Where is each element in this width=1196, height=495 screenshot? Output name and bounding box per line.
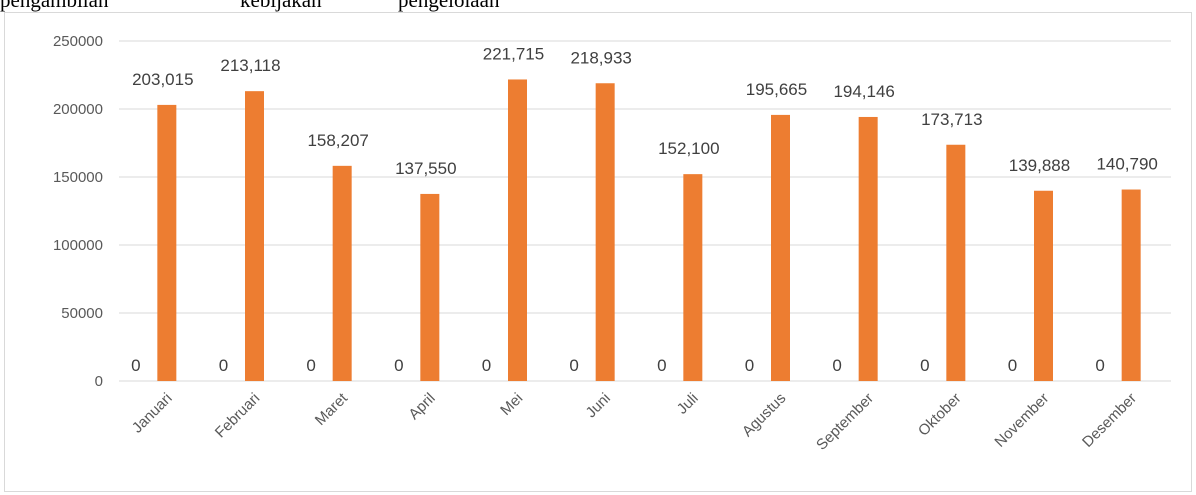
bar-maret	[332, 165, 352, 381]
data-label-series2: 152,100	[658, 139, 719, 158]
x-tick-label: September	[813, 390, 877, 454]
data-label-series1: 0	[306, 356, 315, 375]
data-label-series2: 203,015	[132, 70, 193, 89]
data-label-series1: 0	[745, 356, 754, 375]
y-tick-label: 0	[95, 373, 103, 390]
data-label-series2: 140,790	[1096, 155, 1157, 174]
caption-text: pengambilan kebijakan pengelolaan	[0, 0, 1196, 12]
bar-juni	[595, 83, 615, 381]
y-tick-label: 250000	[53, 33, 103, 50]
bar-mei	[508, 79, 527, 382]
data-label-series1: 0	[482, 356, 491, 375]
data-label-series1: 0	[394, 356, 403, 375]
data-label-series2: 195,665	[746, 80, 807, 99]
bar-chart: 0 50000 100000 150000 200000 250000 0 203,015 Ja…	[53, 33, 1171, 454]
data-label-series1: 0	[131, 356, 140, 375]
x-tick-label: November	[991, 390, 1052, 451]
data-label-series2: 213,118	[220, 56, 280, 75]
chart-frame: 0 50000 100000 150000 200000 250000 0 203,015 Ja…	[4, 12, 1192, 492]
bar-agustus	[771, 114, 790, 381]
x-tick-label: Maret	[312, 389, 352, 429]
x-tick-label: Desember	[1079, 390, 1140, 451]
data-label-series2: 158,207	[307, 131, 368, 150]
y-tick-label: 150000	[53, 169, 103, 186]
x-tick-label: April	[405, 390, 438, 423]
data-label-series2: 218,933	[570, 48, 631, 67]
data-label-series1: 0	[1008, 356, 1017, 375]
data-label-series1: 0	[569, 356, 578, 375]
bar-juli	[683, 174, 703, 381]
x-tick-label: Februari	[212, 390, 264, 442]
data-label-series2: 194,146	[833, 82, 894, 101]
caption-word-1: pengambilan	[0, 0, 109, 12]
bar-november	[1034, 190, 1053, 381]
x-tick-label: Januari	[129, 390, 176, 437]
data-label-series2: 139,888	[1009, 156, 1070, 175]
bar-desember	[1121, 189, 1141, 381]
bar-september	[858, 116, 878, 382]
data-label-series1: 0	[832, 356, 841, 375]
data-label-series1: 0	[920, 356, 929, 375]
x-tick-label: Agustus	[739, 390, 789, 440]
caption-word-3: pengelolaan	[398, 0, 500, 12]
data-label-series2: 173,713	[921, 110, 982, 129]
data-label-series1: 0	[657, 356, 666, 375]
data-label-series2: 137,550	[395, 159, 456, 178]
caption-word-2: kebijakan	[240, 0, 322, 12]
bar-april	[420, 193, 440, 381]
bar-oktober	[946, 144, 966, 381]
x-tick-label: Oktober	[915, 390, 965, 440]
x-tick-label: Juni	[583, 390, 614, 421]
data-label-series1: 0	[219, 356, 228, 375]
bar-februari	[245, 91, 264, 382]
x-tick-label: Mei	[497, 390, 526, 419]
x-tick-label: Juli	[674, 390, 702, 418]
y-tick-label: 200000	[53, 101, 103, 118]
y-tick-label: 100000	[53, 237, 103, 254]
y-tick-label: 50000	[61, 305, 103, 322]
data-label-series2: 221,715	[483, 44, 544, 63]
data-label-series1: 0	[1095, 356, 1104, 375]
bar-januari	[157, 104, 177, 381]
